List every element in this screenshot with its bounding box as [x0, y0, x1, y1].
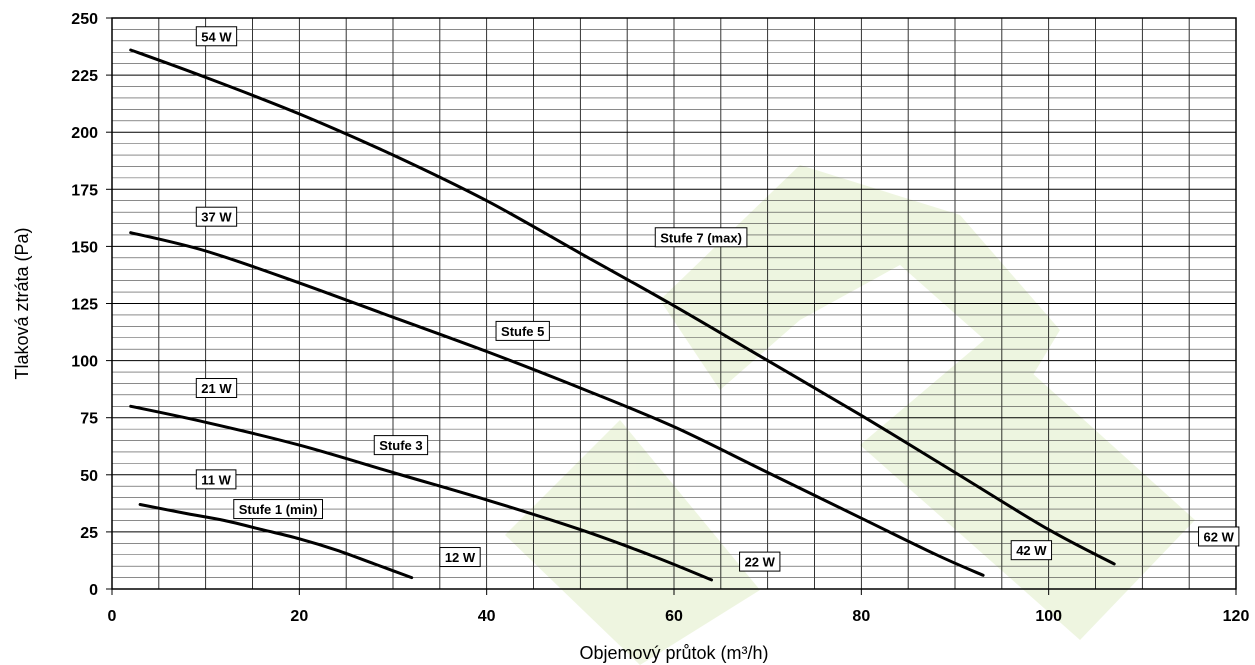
power-label-end-3: 42 W — [1010, 540, 1053, 561]
series-label-3-text: Stufe 5 — [501, 324, 544, 339]
series-line-3 — [129, 231, 985, 577]
x-tick-label: 100 — [1035, 608, 1062, 625]
y-tick-label: 50 — [80, 468, 98, 485]
y-tick-label: 175 — [71, 182, 98, 199]
y-tick-label: 75 — [80, 411, 98, 428]
x-axis-ticks: 0 20 40 60 80 100 120 — [108, 589, 1250, 625]
y-tick-label: 0 — [89, 582, 98, 599]
power-label-start-2-box — [195, 378, 238, 399]
power-label-start-3: 37 W — [195, 206, 238, 227]
y-tick-label: 200 — [71, 125, 98, 142]
power-label-start-3-text: 37 W — [201, 210, 232, 225]
y-axis-label: Tlaková ztráta (Pa) — [12, 227, 32, 379]
power-label-end-2-text: 22 W — [745, 555, 776, 570]
power-label-start-1: 11 W — [195, 469, 237, 490]
power-label-end-4-text: 62 W — [1204, 529, 1235, 544]
x-axis-label: Objemový průtok (m³/h) — [579, 643, 768, 663]
x-tick-label: 60 — [665, 608, 683, 625]
series-label-4: Stufe 7 (max) — [654, 227, 748, 248]
series-label-2-box — [373, 435, 429, 456]
power-label-start-3-box — [195, 206, 238, 227]
series-label-1-box — [233, 499, 324, 520]
labels-layer: Stufe 1 (min) 11 W 12 W Stufe 3 21 W 22 W Stuf… — [195, 26, 1240, 572]
power-label-end-1: 12 W — [439, 547, 481, 568]
series-label-1: Stufe 1 (min) — [233, 499, 324, 520]
series-label-4-box — [654, 227, 748, 248]
series-label-3: Stufe 5 — [495, 320, 550, 341]
y-axis-ticks: 0 25 50 75 100 125 150 175 200 225 250 — [71, 11, 112, 599]
power-label-start-4-box — [195, 26, 238, 47]
power-label-end-1-text: 12 W — [445, 550, 476, 565]
y-tick-label: 100 — [71, 354, 98, 371]
series-line-2 — [129, 404, 713, 582]
power-label-start-4-text: 54 W — [201, 29, 232, 44]
x-tick-label: 120 — [1223, 608, 1250, 625]
power-label-end-2-box — [739, 551, 781, 572]
x-tick-label: 80 — [852, 608, 870, 625]
series-layer — [129, 48, 1116, 582]
y-tick-label: 225 — [71, 68, 98, 85]
series-label-2: Stufe 3 — [373, 435, 429, 456]
power-label-end-2: 22 W — [739, 551, 781, 572]
x-tick-label: 0 — [108, 608, 117, 625]
y-tick-label: 25 — [80, 525, 98, 542]
series-label-1-text: Stufe 1 (min) — [239, 502, 318, 517]
power-label-start-2: 21 W — [195, 378, 238, 399]
y-tick-label: 250 — [71, 11, 98, 28]
power-label-end-3-box — [1010, 540, 1053, 561]
power-label-start-2-text: 21 W — [201, 381, 232, 396]
series-label-3-box — [495, 320, 550, 341]
x-tick-label: 20 — [290, 608, 308, 625]
series-line-4 — [129, 48, 1116, 566]
power-label-end-1-box — [439, 547, 481, 568]
power-label-end-3-text: 42 W — [1016, 543, 1047, 558]
y-tick-label: 150 — [71, 239, 98, 256]
watermark — [505, 165, 1195, 665]
y-tick-label: 125 — [71, 297, 98, 314]
series-line-1 — [138, 503, 414, 580]
power-label-end-4: 62 W — [1198, 526, 1240, 547]
power-label-start-1-text: 11 W — [201, 472, 231, 487]
power-label-end-4-box — [1198, 526, 1240, 547]
power-label-start-1-box — [195, 469, 237, 490]
series-label-4-text: Stufe 7 (max) — [660, 230, 742, 245]
series-label-2-text: Stufe 3 — [379, 438, 422, 453]
power-label-start-4: 54 W — [195, 26, 238, 47]
x-tick-label: 40 — [478, 608, 496, 625]
